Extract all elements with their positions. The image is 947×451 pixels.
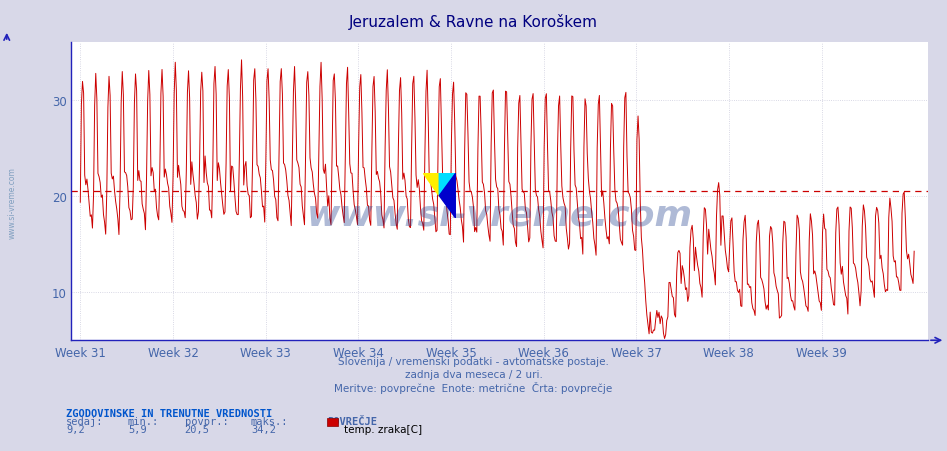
Text: ZGODOVINSKE IN TRENUTNE VREDNOSTI: ZGODOVINSKE IN TRENUTNE VREDNOSTI bbox=[66, 408, 273, 418]
Text: www.si-vreme.com: www.si-vreme.com bbox=[8, 167, 17, 239]
Polygon shape bbox=[439, 174, 456, 196]
Text: 34,2: 34,2 bbox=[251, 424, 276, 434]
Text: Jeruzalem & Ravne na Koroškem: Jeruzalem & Ravne na Koroškem bbox=[349, 14, 598, 29]
Polygon shape bbox=[439, 174, 456, 219]
Text: 5,9: 5,9 bbox=[128, 424, 147, 434]
Text: POVREČJE: POVREČJE bbox=[327, 416, 377, 426]
Text: www.si-vreme.com: www.si-vreme.com bbox=[307, 198, 692, 232]
Text: povpr.:: povpr.: bbox=[185, 416, 228, 426]
Text: Slovenija / vremenski podatki - avtomatske postaje.: Slovenija / vremenski podatki - avtomats… bbox=[338, 356, 609, 366]
Text: 20,5: 20,5 bbox=[185, 424, 209, 434]
Text: maks.:: maks.: bbox=[251, 416, 289, 426]
Text: Meritve: povprečne  Enote: metrične  Črta: povprečje: Meritve: povprečne Enote: metrične Črta:… bbox=[334, 382, 613, 394]
Text: zadnja dva meseca / 2 uri.: zadnja dva meseca / 2 uri. bbox=[404, 369, 543, 379]
Polygon shape bbox=[422, 174, 439, 196]
Text: min.:: min.: bbox=[128, 416, 159, 426]
Text: temp. zraka[C]: temp. zraka[C] bbox=[344, 424, 421, 434]
Text: sedaj:: sedaj: bbox=[66, 416, 104, 426]
Text: 9,2: 9,2 bbox=[66, 424, 85, 434]
